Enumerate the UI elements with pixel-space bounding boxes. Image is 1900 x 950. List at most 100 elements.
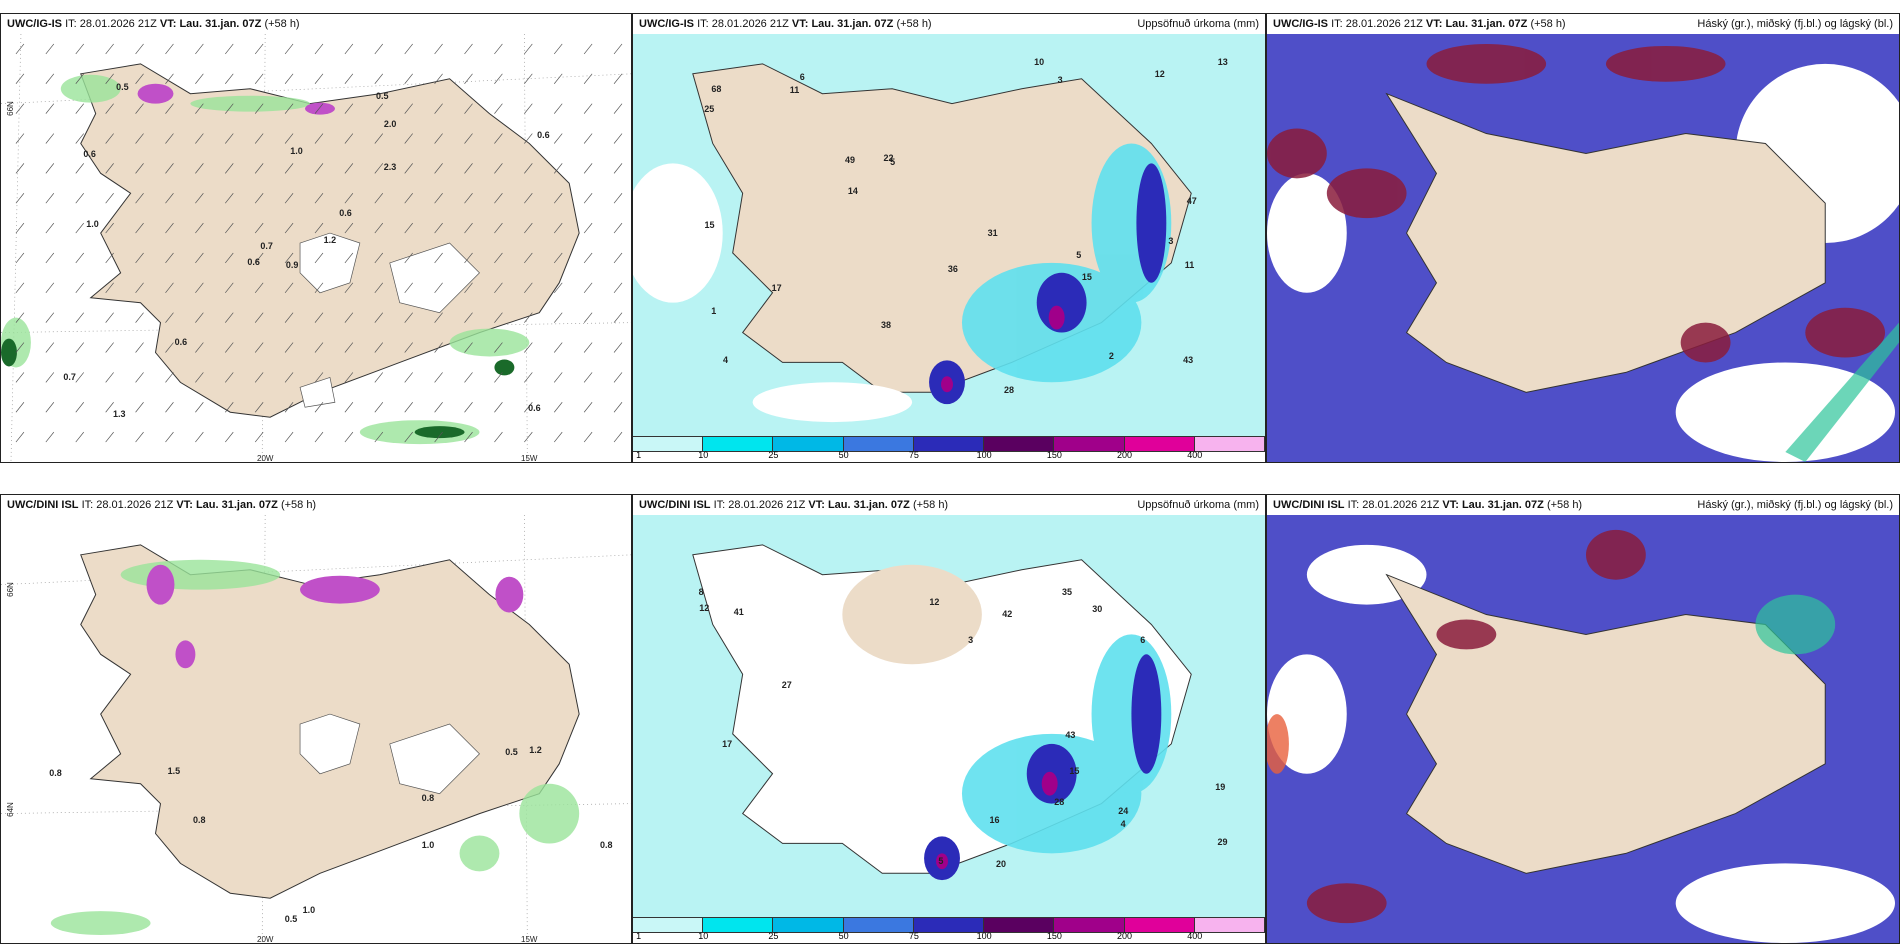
- panel-header: UWC/DINI ISL IT: 28.01.2026 21Z VT: Lau.…: [7, 499, 317, 511]
- map-value-label: 1.0: [421, 839, 435, 850]
- map-value-label: 11: [789, 84, 800, 95]
- map-precip-ig[interactable]: 5 3 4 6 5 2 1 3 49 28 25 15 68 43 38 47 36 31 22 17 13 12 14 11…: [633, 34, 1265, 436]
- legend-swatch: [1194, 437, 1265, 451]
- map-value-label: 0.8: [421, 793, 435, 804]
- panel-cloud-top: UWC/IG-IS IT: 28.01.2026 21Z VT: Lau. 31…: [1266, 13, 1900, 463]
- map-value-label: 0.5: [116, 81, 129, 92]
- legend-label: 25: [768, 931, 779, 941]
- map-value-label: 49: [844, 154, 855, 165]
- legend-label: 10: [698, 450, 709, 460]
- map-value-label: 13: [1217, 56, 1228, 67]
- map-value-label: 0.8: [599, 840, 613, 851]
- map-value-label: 10: [1034, 57, 1045, 68]
- legend-label: 100: [976, 450, 992, 460]
- map-value-label: 1.0: [302, 904, 316, 915]
- panel-wind-bottom: UWC/DINI ISL IT: 28.01.2026 21Z VT: Lau.…: [0, 494, 632, 944]
- map-value-label: 1.0: [86, 219, 99, 230]
- map-value-label: 6: [799, 71, 805, 82]
- legend-swatch: [843, 437, 914, 451]
- legend-swatch: [1054, 437, 1125, 451]
- precip-legend: 1 10 25 50 75 100 150 200 400: [633, 436, 1265, 462]
- map-value-label: 25: [704, 103, 715, 114]
- map-value-label: 4: [723, 355, 729, 366]
- legend-label: 150: [1046, 931, 1062, 941]
- map-value-label: 17: [722, 739, 733, 750]
- map-value-label: 22: [883, 152, 894, 163]
- map-value-label: 16: [989, 814, 1000, 825]
- panel-header: UWC/DINI ISL IT: 28.01.2026 21Z VT: Lau.…: [639, 499, 1259, 511]
- lon-label: 20W: [257, 935, 274, 944]
- map-value-label: 2.3: [383, 162, 397, 173]
- map-value-label: 0.5: [284, 914, 298, 925]
- map-value-label: 24: [1118, 806, 1129, 817]
- map-value-label: 19: [1215, 782, 1226, 793]
- legend-swatch: [773, 437, 844, 451]
- map-value-label: 27: [781, 680, 792, 691]
- lat-label: 66N: [5, 582, 15, 597]
- legend-swatch: [984, 437, 1055, 451]
- panel-precip-top: UWC/IG-IS IT: 28.01.2026 21Z VT: Lau. 31…: [632, 13, 1266, 463]
- map-value-label: 30: [1092, 603, 1103, 614]
- legend-label: 10: [698, 931, 709, 941]
- map-value-label: 28: [1054, 796, 1065, 807]
- legend-swatch: [633, 437, 704, 451]
- legend-swatch: [913, 918, 985, 932]
- map-value-label: 15: [1081, 271, 1092, 282]
- legend-label: 1: [636, 450, 642, 460]
- map-value-label: 0.5: [376, 90, 389, 101]
- map-value-label: 43: [1183, 355, 1194, 366]
- map-value-label: 1.2: [323, 234, 337, 245]
- map-value-label: 41: [733, 607, 744, 618]
- map-value-label: 0.6: [339, 207, 352, 218]
- map-value-label: 15: [704, 220, 715, 231]
- panel-header: UWC/IG-IS IT: 28.01.2026 21Z VT: Lau. 31…: [639, 18, 1259, 30]
- map-value-label: 1.3: [113, 408, 126, 419]
- panel-cloud-bottom: UWC/DINI ISL IT: 28.01.2026 21Z VT: Lau.…: [1266, 494, 1900, 944]
- map-cloud-dini[interactable]: [1267, 515, 1899, 943]
- map-value-label: 0.9: [285, 260, 299, 271]
- map-value-label: 12: [929, 597, 940, 608]
- map-value-label: 0.6: [528, 403, 541, 414]
- map-wind-ig[interactable]: 66N 20W 15W 0.9 0.6 0.7 0.7 0.6 0.6 0.5 1.0 2.0 1…: [1, 34, 631, 462]
- map-value-label: 11: [1184, 260, 1195, 271]
- map-value-label: 0.8: [49, 767, 62, 778]
- map-value-label: 3: [1057, 75, 1063, 86]
- map-value-label: 17: [771, 283, 782, 294]
- map-wind-dini[interactable]: 66N 64N 20W 15W 0.8 1.5 0.8 1.0 0.5 0.5 1.0 0.8…: [1, 515, 631, 943]
- legend-label: 50: [838, 931, 849, 941]
- legend-swatch: [703, 437, 774, 451]
- map-value-label: 0.6: [83, 149, 96, 160]
- map-value-label: 43: [1065, 729, 1076, 740]
- map-value-label: 0.7: [260, 241, 273, 252]
- panel-header: UWC/IG-IS IT: 28.01.2026 21Z VT: Lau. 31…: [1273, 18, 1893, 30]
- map-precip-dini[interactable]: 3 4 8 6 5 12 20 35 27 17 24 42 43 41 29 30 19 28 16 15 12: [633, 515, 1265, 917]
- map-value-label: 15: [1069, 765, 1080, 776]
- map-value-label: 6: [1140, 635, 1146, 646]
- map-value-label: 68: [711, 84, 722, 95]
- map-value-label: 14: [847, 185, 858, 196]
- map-value-label: 1.0: [290, 146, 303, 157]
- panel-header: UWC/IG-IS IT: 28.01.2026 21Z VT: Lau. 31…: [7, 18, 300, 30]
- legend-label: 200: [1117, 931, 1133, 941]
- lon-label: 15W: [521, 454, 538, 463]
- legend-label: 50: [838, 450, 849, 460]
- map-cloud-ig[interactable]: [1267, 34, 1899, 462]
- map-value-label: 38: [880, 319, 891, 330]
- map-value-label: 0.8: [192, 814, 206, 825]
- map-value-label: 0.6: [537, 130, 550, 141]
- map-value-label: 12: [1154, 68, 1165, 79]
- map-value-label: 0.6: [174, 337, 188, 348]
- legend-swatch: [1124, 437, 1195, 451]
- legend-swatch: [1054, 918, 1125, 932]
- precip-legend: 1 10 25 50 75 100 150 200 400: [633, 917, 1265, 943]
- map-value-label: 20: [996, 858, 1007, 869]
- legend-label: 200: [1117, 450, 1133, 460]
- map-value-label: 42: [1002, 608, 1013, 619]
- legend-swatch: [703, 918, 774, 932]
- map-value-label: 0.5: [505, 746, 518, 757]
- legend-label: 25: [768, 450, 779, 460]
- map-value-label: 2: [1108, 351, 1114, 362]
- legend-label: 1: [636, 931, 642, 941]
- legend-label: 75: [908, 450, 919, 460]
- map-value-label: 3: [968, 635, 974, 646]
